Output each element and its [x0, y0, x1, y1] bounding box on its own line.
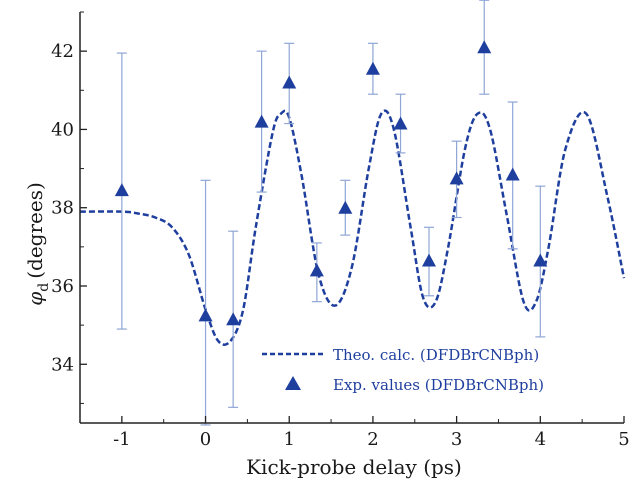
data-point-triangle [282, 75, 297, 89]
theory-curve [79, 109, 626, 346]
legend-triangle-icon [285, 376, 301, 390]
data-point-triangle [505, 167, 520, 181]
data-point-triangle [309, 263, 324, 277]
x-tick-label: 3 [451, 429, 462, 450]
y-tick-label: 40 [51, 119, 74, 140]
x-tick-label: -1 [113, 429, 131, 450]
y-tick-label: 34 [51, 354, 74, 375]
data-point-triangle [226, 312, 241, 326]
data-point-triangle [254, 114, 269, 128]
x-tick-label: 5 [618, 429, 629, 450]
data-point-triangle [114, 183, 129, 197]
x-axis-title: Kick-probe delay (ps) [246, 455, 462, 479]
y-axis-title: φd(degrees) [23, 182, 52, 306]
x-tick-label: 4 [535, 429, 546, 450]
x-tick-label: 0 [200, 429, 211, 450]
data-point-triangle [533, 253, 548, 267]
data-point-triangle [421, 253, 436, 267]
data-point-triangle [338, 200, 353, 214]
legend-label-theory: Theo. calc. (DFDBrCNBph) [333, 346, 539, 364]
data-point-triangle [365, 61, 380, 75]
theory-curve-layer [79, 109, 626, 346]
x-tick-label: 2 [367, 429, 378, 450]
x-tick-label: 1 [284, 429, 295, 450]
legend-label-experimental: Exp. values (DFDBrCNBph) [333, 376, 544, 394]
data-points-layer [114, 40, 548, 326]
data-point-triangle [449, 171, 464, 185]
y-tick-label: 36 [51, 276, 74, 297]
y-tick-label: 42 [51, 41, 74, 62]
y-tick-label: 38 [51, 198, 74, 219]
legend: Theo. calc. (DFDBrCNBph) Exp. values (DF… [262, 346, 544, 394]
data-point-triangle [198, 308, 213, 322]
errorbar [200, 179, 211, 426]
data-point-triangle [477, 40, 492, 54]
data-point-triangle [393, 116, 408, 130]
